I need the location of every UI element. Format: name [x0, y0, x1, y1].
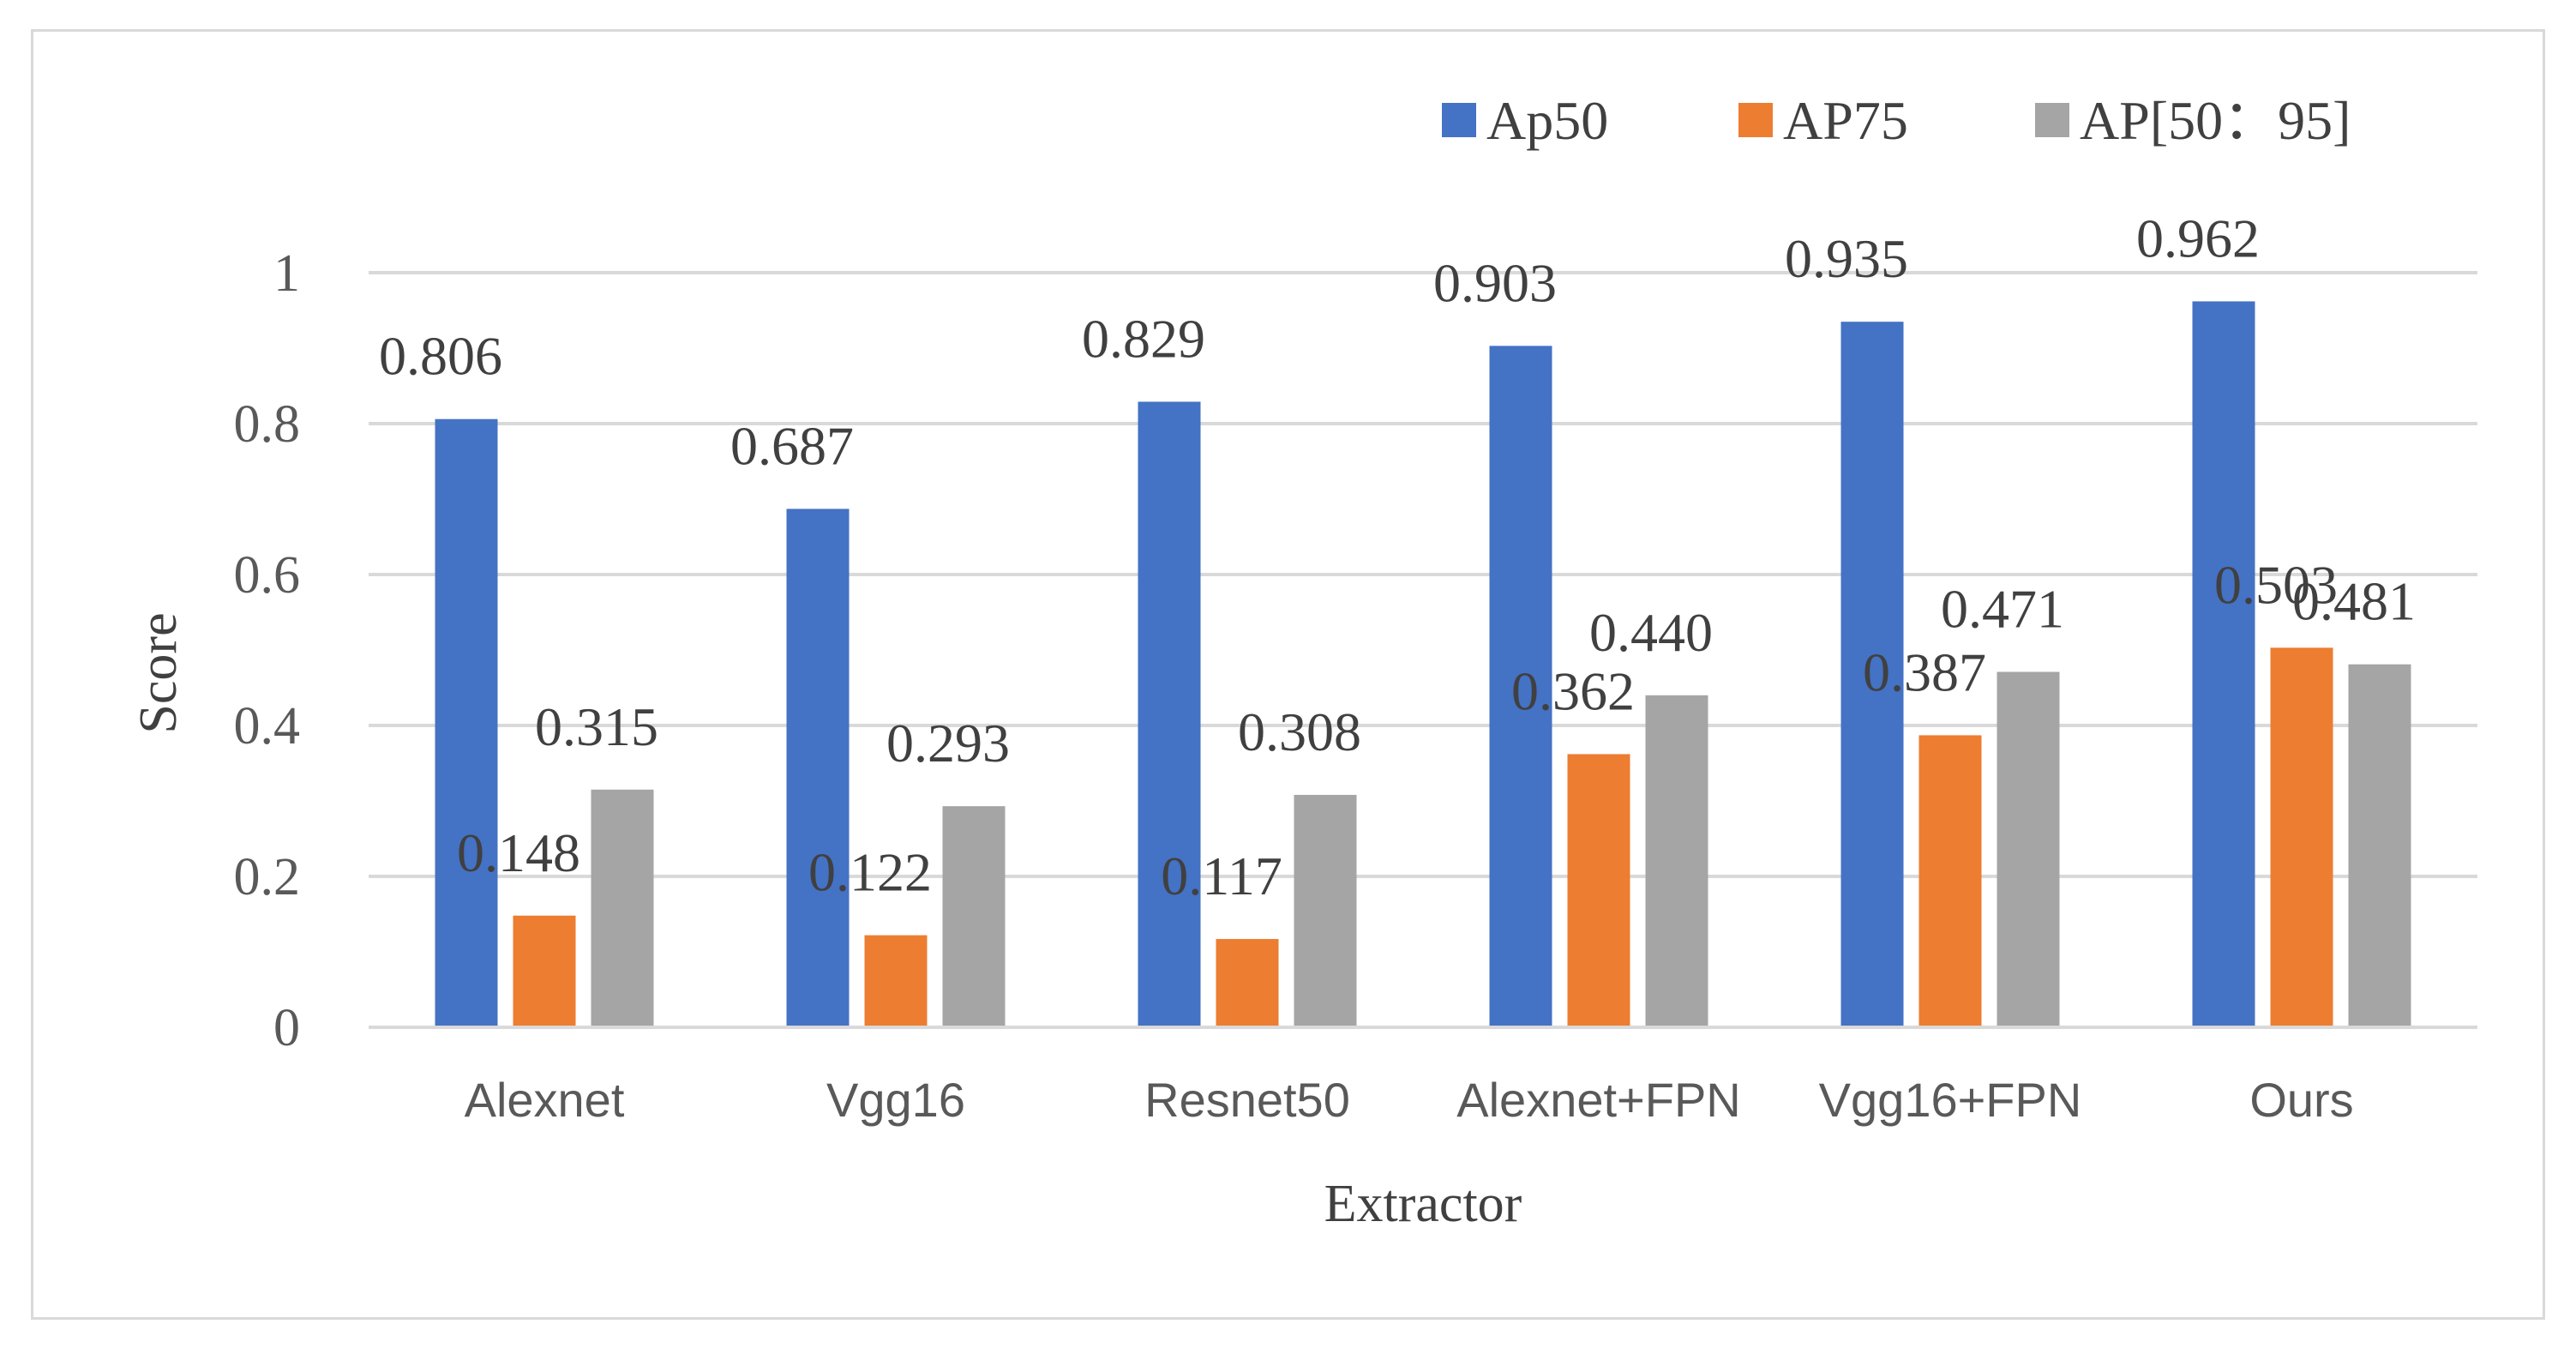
legend-swatch: [1738, 103, 1773, 137]
y-tick-label: 0.6: [234, 546, 301, 605]
bar-ap75-vgg16: [864, 935, 928, 1027]
bar-ap75-alexnet-fpn: [1567, 754, 1630, 1027]
bar-ap-50-95--resnet50: [1294, 794, 1357, 1027]
y-tick-label: 0.2: [234, 848, 301, 906]
data-label: 0.117: [1161, 845, 1282, 906]
y-tick-label: 0.4: [234, 697, 301, 755]
bar-ap75-vgg16-fpn: [1918, 735, 1982, 1027]
data-label: 0.308: [1238, 701, 1361, 762]
y-tick-label: 0.8: [234, 395, 301, 454]
x-tick-label: Vgg16: [826, 1073, 965, 1127]
legend-swatch: [2035, 103, 2069, 137]
data-label: 0.122: [808, 842, 932, 903]
legend-swatch: [1442, 103, 1476, 137]
y-tick-label: 1: [273, 244, 300, 303]
data-label: 0.962: [2136, 208, 2260, 268]
x-tick-label: Alexnet+FPN: [1456, 1073, 1741, 1127]
bar-ap-50-95--alexnet: [591, 789, 654, 1027]
x-tick-label: Ours: [2249, 1073, 2353, 1127]
data-label: 0.362: [1511, 660, 1635, 721]
y-axis-title: Score: [129, 612, 188, 733]
bar-ap50-alexnet-fpn: [1489, 346, 1552, 1027]
bar-ap50-vgg16-fpn: [1840, 322, 1904, 1027]
x-axis-title: Extractor: [1324, 1175, 1522, 1233]
bar-ap75-ours: [2270, 647, 2333, 1027]
gridlines: [369, 271, 2477, 1029]
legend-label[interactable]: Ap50: [1486, 90, 1608, 151]
data-label: 0.503: [2214, 554, 2338, 615]
legend-label[interactable]: AP75: [1783, 90, 1908, 151]
x-tick-label: Alexnet: [465, 1073, 625, 1127]
legend[interactable]: Ap50 AP75 AP[50：95]: [1442, 90, 2351, 151]
data-labels: 0.806 0.148 0.315 0.687 0.122 0.293 0.829 0.117…: [379, 208, 2416, 906]
x-tick-label: Vgg16+FPN: [1819, 1073, 2082, 1127]
data-label: 0.293: [886, 713, 1010, 773]
bar-ap-50-95--vgg16-fpn: [1997, 671, 2060, 1027]
data-label: 0.440: [1589, 602, 1713, 663]
bar-ap50-alexnet: [435, 418, 498, 1028]
bar-ap75-resnet50: [1216, 939, 1279, 1027]
x-tick-label: Resnet50: [1144, 1073, 1350, 1127]
data-label: 0.687: [730, 415, 854, 476]
data-label: 0.829: [1082, 308, 1205, 369]
bars: [435, 301, 2411, 1028]
data-label: 0.903: [1433, 252, 1557, 313]
data-label: 0.471: [1941, 579, 2064, 640]
data-label: 0.806: [379, 326, 502, 387]
axes: 0 0.2 0.4 0.6 0.8 1 Alexnet Vgg16 Resnet50 Alexne…: [234, 244, 2477, 1127]
y-tick-label: 0: [273, 999, 300, 1057]
bar-ap-50-95--alexnet-fpn: [1645, 695, 1708, 1027]
bar-ap50-resnet50: [1138, 401, 1201, 1028]
bar-ap-50-95--vgg16: [942, 806, 1006, 1027]
bar-ap50-vgg16: [786, 509, 850, 1027]
bar-ap75-alexnet: [513, 915, 576, 1027]
data-label: 0.481: [2292, 571, 2416, 632]
data-label: 0.387: [1863, 641, 1986, 702]
data-label: 0.315: [535, 696, 658, 757]
legend-label[interactable]: AP[50：95]: [2080, 90, 2351, 151]
data-label: 0.148: [457, 822, 580, 883]
bar-ap-50-95--ours: [2348, 664, 2411, 1027]
bar-ap50-ours: [2192, 301, 2255, 1027]
data-label: 0.935: [1785, 228, 1908, 289]
